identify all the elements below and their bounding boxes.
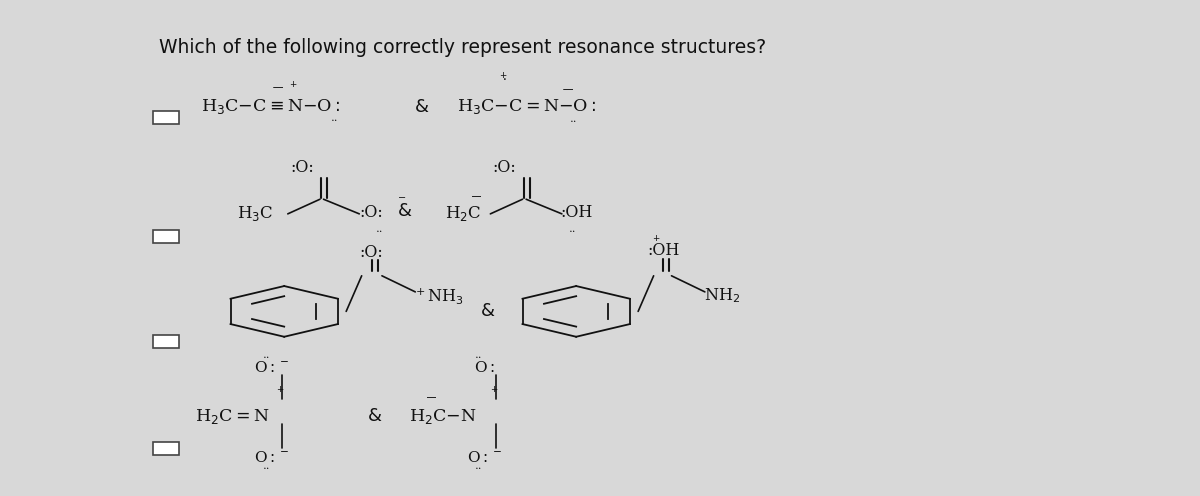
Text: &: & — [367, 407, 382, 425]
Text: $^+$: $^+$ — [652, 234, 661, 247]
Text: &: & — [481, 303, 494, 320]
Text: :O:: :O: — [493, 159, 516, 176]
Text: ⋅⋅: ⋅⋅ — [475, 353, 482, 363]
Text: O$:$: O$:$ — [474, 360, 494, 375]
Text: ⋅⋅: ⋅⋅ — [475, 464, 482, 474]
Text: O$:$$^-$: O$:$$^-$ — [254, 360, 290, 375]
Text: H$_2$C$=$N: H$_2$C$=$N — [194, 407, 269, 426]
Text: :OH: :OH — [647, 242, 679, 259]
Text: &: & — [415, 98, 430, 116]
Text: ˙: ˙ — [502, 78, 509, 93]
Bar — [154, 111, 179, 124]
Text: :O:: :O: — [290, 159, 314, 176]
Text: :OH: :OH — [560, 204, 593, 221]
Text: ⋅⋅: ⋅⋅ — [263, 353, 270, 363]
Text: &: & — [397, 202, 412, 220]
Text: H$_3$C: H$_3$C — [236, 204, 272, 223]
Text: H$_2$C: H$_2$C — [445, 204, 481, 223]
Bar — [154, 230, 179, 243]
Text: $^+$: $^+$ — [288, 80, 298, 94]
Text: $^+$: $^+$ — [490, 385, 499, 398]
Text: $^+$: $^+$ — [498, 72, 508, 85]
Text: ⋅⋅: ⋅⋅ — [570, 117, 577, 127]
Text: ⋅⋅: ⋅⋅ — [330, 116, 338, 126]
Text: :O:: :O: — [359, 204, 383, 221]
Text: O$:$$^-$: O$:$$^-$ — [254, 450, 290, 465]
Text: ⋅⋅: ⋅⋅ — [376, 227, 383, 238]
Text: NH$_2$: NH$_2$ — [703, 287, 739, 305]
Text: O$:$$^-$: O$:$$^-$ — [467, 450, 503, 465]
Text: $^+$: $^+$ — [275, 385, 284, 398]
Text: $^+$NH$_3$: $^+$NH$_3$ — [413, 286, 463, 306]
Bar — [154, 335, 179, 348]
Bar — [154, 442, 179, 455]
Text: H$_2$C$-$N: H$_2$C$-$N — [409, 407, 478, 426]
Text: H$_3$C$-$C$=$N$-$O$:$: H$_3$C$-$C$=$N$-$O$:$ — [457, 97, 596, 116]
Text: ⋅⋅: ⋅⋅ — [263, 464, 270, 474]
Text: $^-$: $^-$ — [395, 194, 406, 209]
Text: Which of the following correctly represent resonance structures?: Which of the following correctly represe… — [160, 38, 767, 58]
Text: H$_3$C$-$C$\equiv$N$-$O$:$: H$_3$C$-$C$\equiv$N$-$O$:$ — [200, 97, 340, 116]
Text: :O:: :O: — [359, 245, 383, 261]
Text: ⋅⋅: ⋅⋅ — [569, 227, 576, 238]
